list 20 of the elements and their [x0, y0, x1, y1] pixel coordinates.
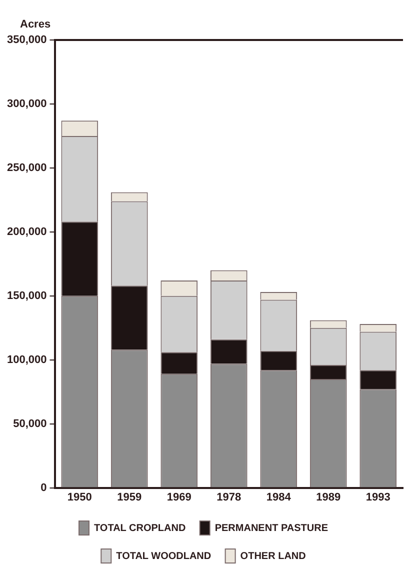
y-tick-label: 350,000: [6, 34, 47, 46]
legend-label: PERMANENT PASTURE: [214, 522, 328, 534]
y-tick-label: 200,000: [6, 226, 47, 238]
legend-label: TOTAL CROPLAND: [94, 522, 186, 534]
x-tick-label: 1959: [117, 491, 142, 504]
x-tick-label: 1993: [366, 491, 390, 504]
y-axis-title: Acres: [20, 18, 51, 31]
y-tick-label: 50,000: [13, 418, 47, 430]
y-tick-label: 100,000: [6, 354, 47, 366]
x-tick-label: 1950: [67, 491, 92, 504]
x-tick-label: 1969: [166, 491, 192, 504]
y-tick-label: 150,000: [6, 290, 47, 302]
x-tick-label: 1978: [216, 491, 242, 504]
x-tick-label: 1989: [316, 491, 341, 504]
legend-label: OTHER LAND: [240, 550, 306, 562]
x-tick-label: 1984: [266, 491, 292, 504]
y-tick-label: 250,000: [6, 162, 47, 174]
y-tick-label: 0: [40, 482, 47, 494]
legend-label: TOTAL WOODLAND: [116, 550, 212, 562]
y-tick-label: 300,000: [6, 98, 47, 110]
